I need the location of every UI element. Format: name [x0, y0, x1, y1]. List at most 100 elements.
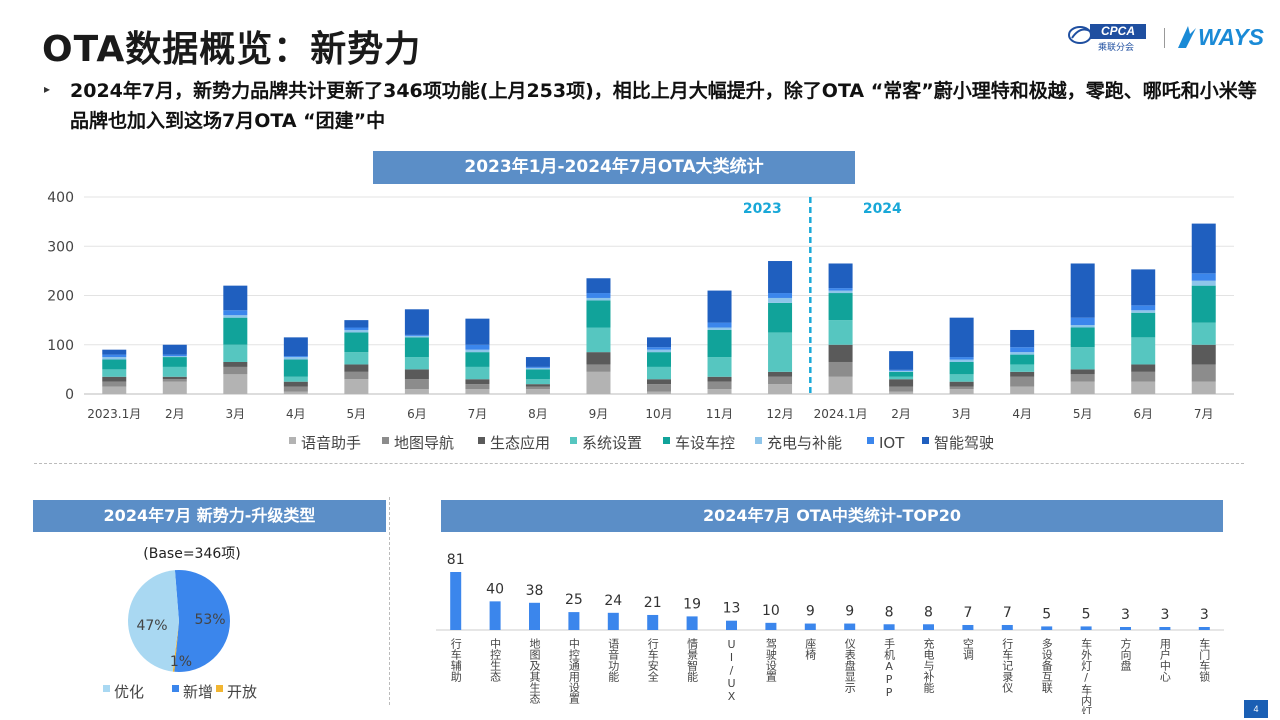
bar-segment: [949, 359, 974, 362]
bar-segment: [1070, 369, 1095, 375]
x-tick-label: 7月: [1194, 407, 1214, 421]
bar-segment: [949, 381, 974, 387]
bar-segment: [525, 369, 550, 380]
bar: [844, 623, 856, 630]
legend-swatch: [382, 437, 389, 444]
logo-divider: [1164, 28, 1165, 48]
bar-segment: [525, 357, 550, 367]
x-tick-label: 12月: [766, 407, 793, 421]
x-tick-label: 2023.1月: [87, 407, 141, 421]
bar-segment: [283, 386, 308, 392]
bar-segment: [1010, 352, 1035, 355]
pie-slice: [174, 570, 231, 672]
section-divider: [34, 463, 1244, 464]
bar-segment: [768, 332, 793, 372]
bar-segment: [223, 374, 248, 394]
pie-label-open: 1%: [170, 654, 192, 670]
bar-segment: [768, 261, 793, 294]
bar-segment: [889, 371, 914, 377]
bar-segment: [283, 391, 308, 394]
x-tick-label: 9月: [589, 407, 609, 421]
bar-segment: [223, 317, 248, 345]
pie-chart: (Base=346项) 47% 53% 1% 优化 新增 开放: [103, 546, 257, 701]
bar-segment: [465, 379, 490, 385]
bar-segment: [768, 293, 793, 298]
ways-wing-icon: [1178, 26, 1196, 48]
bar-segment: [525, 367, 550, 370]
x-tick-label: 6月: [407, 407, 427, 421]
bar-segment: [344, 364, 369, 372]
legend-swatch: [922, 437, 929, 444]
bar-segment: [1070, 327, 1095, 348]
bar-segment: [465, 344, 490, 350]
bar-segment: [586, 364, 611, 372]
category-label: 充电与补能: [922, 637, 935, 694]
bar-segment: [344, 327, 369, 330]
bar-segment: [707, 290, 732, 323]
data-label: 25: [565, 592, 583, 608]
category-label: 地图及其生态: [528, 638, 541, 704]
bar-segment: [586, 327, 611, 353]
data-label: 9: [845, 604, 854, 620]
page-number: 4: [1244, 700, 1268, 718]
category-label: 行车记录仪: [1001, 638, 1014, 693]
bar-segment: [768, 302, 793, 333]
x-tick-label: 2月: [165, 407, 185, 421]
category-label: 座椅: [804, 637, 817, 660]
pie-legend-label: 新增: [183, 683, 213, 701]
bar-segment: [1010, 376, 1035, 387]
bar-segment: [223, 310, 248, 316]
bar-segment: [223, 344, 248, 362]
bar-segment: [525, 389, 550, 394]
data-label: 8: [885, 604, 894, 620]
data-label: 40: [486, 581, 504, 597]
x-tick-label: 3月: [952, 407, 972, 421]
pie-chart-title: 2024年7月 新势力-升级类型: [33, 500, 386, 532]
legend-swatch: [867, 437, 874, 444]
bar-segment: [889, 386, 914, 392]
logo-group: CPCA 乘联分会 WAYS: [1068, 20, 1273, 54]
bar-segment: [707, 389, 732, 394]
bar-segment: [1070, 381, 1095, 394]
bar-segment: [1010, 364, 1035, 372]
bar-segment: [586, 278, 611, 294]
y-tick-label: 200: [47, 289, 74, 305]
legend-label: 语音助手: [301, 434, 361, 452]
bar-segment: [162, 354, 187, 357]
bar-segment: [1131, 312, 1156, 338]
bar-segment: [162, 379, 187, 382]
bar-segment: [586, 300, 611, 328]
y-tick-label: 100: [47, 338, 74, 354]
bar-segment: [949, 389, 974, 394]
bar-segment: [283, 337, 308, 357]
x-tick-label: 2月: [891, 407, 911, 421]
summary-bullet: 2024年7月，新势力品牌共计更新了346项功能(上月253项)，相比上月大幅提…: [70, 80, 1257, 132]
pie-legend-swatch: [172, 685, 179, 692]
data-label: 3: [1121, 607, 1130, 623]
bar-segment: [1131, 269, 1156, 306]
bar-segment: [768, 384, 793, 394]
bar-segment: [1131, 381, 1156, 394]
pie-legend-label: 优化: [114, 683, 144, 701]
bar-segment: [102, 357, 127, 360]
bar-segment: [465, 366, 490, 380]
data-label: 5: [1082, 606, 1091, 622]
bar: [607, 612, 619, 630]
bar-segment: [344, 320, 369, 328]
bar-segment: [344, 329, 369, 333]
bar: [450, 572, 462, 630]
bar-segment: [1070, 263, 1095, 318]
bar: [726, 620, 737, 630]
bar-segment: [1191, 322, 1216, 345]
bar-segment: [586, 297, 611, 301]
bar: [568, 612, 580, 630]
cpca-logo-subtext: 乘联分会: [1098, 43, 1135, 53]
bar-segment: [404, 369, 429, 380]
category-label: 车门车锁: [1198, 637, 1211, 683]
bar-segment: [889, 351, 914, 370]
bar-segment: [223, 366, 248, 375]
category-label: 多设备互联: [1040, 637, 1053, 694]
bar-segment: [707, 381, 732, 390]
bar-segment: [1191, 285, 1216, 323]
pie-slice: [128, 570, 179, 672]
